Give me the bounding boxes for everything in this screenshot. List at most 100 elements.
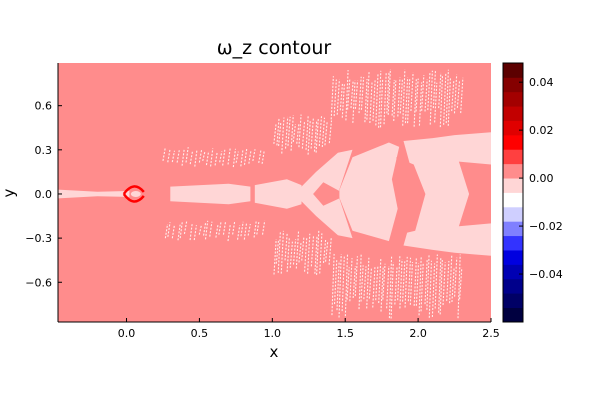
- streak-line: [431, 263, 436, 317]
- x-tick-label: 1.0: [264, 327, 282, 340]
- streak-line: [352, 265, 356, 299]
- streak-line: [391, 79, 395, 116]
- streak-line: [280, 230, 284, 274]
- streak-line: [292, 239, 297, 265]
- colorbar-tick-label: −0.02: [529, 220, 563, 233]
- streak-band-top: [273, 114, 333, 155]
- streak-line: [171, 150, 176, 163]
- streak-line: [298, 241, 302, 263]
- y-tick-label: 0.3: [35, 144, 53, 157]
- streak-line: [453, 74, 458, 114]
- contour-region-wake-inner-core-3: [458, 161, 491, 227]
- contour-region-wake-inner-core-1: [313, 182, 340, 206]
- x-tick-label: 1.5: [336, 327, 354, 340]
- streak-line: [287, 116, 291, 146]
- streak-line: [390, 262, 394, 319]
- streak-line: [382, 263, 386, 300]
- streak-line: [404, 256, 408, 308]
- streak-line: [304, 237, 308, 272]
- streak-line: [399, 79, 403, 114]
- streak-line: [307, 120, 311, 155]
- streak-line: [232, 148, 237, 168]
- streak-line: [185, 147, 189, 163]
- streak-line: [438, 257, 442, 313]
- streak-line: [350, 80, 354, 109]
- colorbar-level: [503, 278, 523, 294]
- colorbar-tick-label: −0.04: [529, 268, 563, 281]
- colorbar-tick-label: 0.00: [529, 172, 554, 185]
- streak-line: [189, 151, 193, 165]
- streak-line: [278, 122, 282, 146]
- streak-line: [177, 224, 181, 241]
- streak-line: [397, 256, 401, 301]
- streak-line: [446, 260, 450, 301]
- streak-line: [275, 240, 280, 264]
- streak-line: [194, 149, 198, 167]
- streak-line: [413, 258, 417, 306]
- streak-line: [434, 82, 438, 123]
- streak-line: [364, 78, 368, 123]
- streak-line: [378, 70, 382, 128]
- streak-line: [322, 239, 327, 263]
- streak-line: [243, 223, 248, 240]
- streak-line: [243, 148, 248, 165]
- x-tick-label: 0.0: [118, 327, 136, 340]
- streak-line: [338, 254, 342, 318]
- streak-line: [451, 79, 455, 112]
- streak-line: [179, 221, 183, 239]
- streak-line: [328, 237, 332, 265]
- streak-line: [209, 221, 213, 237]
- streak-line: [210, 148, 214, 167]
- streak-line: [449, 254, 453, 304]
- streak-band-top: [162, 147, 265, 168]
- streak-line: [256, 221, 260, 235]
- streak-line: [258, 150, 262, 163]
- streak-line: [421, 75, 425, 111]
- streak-line: [454, 257, 458, 297]
- streak-line: [171, 224, 176, 239]
- streak-line: [222, 220, 227, 235]
- colorbar-level: [503, 91, 523, 107]
- streak-line: [301, 121, 306, 149]
- streak-line: [261, 150, 265, 164]
- streak-line: [281, 117, 285, 154]
- streak-line: [413, 79, 417, 127]
- streak-line: [315, 118, 319, 153]
- contour-region-wake-strip-1: [58, 189, 130, 199]
- streak-line: [232, 220, 236, 235]
- colorbar-level: [503, 134, 523, 150]
- streak-line: [202, 151, 206, 162]
- streak-line: [286, 238, 290, 272]
- cylinder-core-vortex: [122, 185, 145, 203]
- streak-line: [276, 117, 280, 146]
- streak-line: [310, 236, 315, 267]
- streak-line: [447, 78, 451, 126]
- colorbar-level: [503, 163, 523, 179]
- streak-line: [301, 236, 305, 261]
- colorbar-level: [503, 250, 523, 265]
- streak-line: [375, 265, 379, 301]
- streak-line: [399, 259, 403, 309]
- streak-line: [424, 79, 428, 112]
- plot-axes: 0.0 0.5 1.0 1.5 2.0 2.5 −0.6 −0.3 0.0 0.3 0.6: [25, 63, 500, 340]
- streak-line: [313, 121, 318, 152]
- streak-line: [460, 77, 464, 114]
- streak-line: [428, 260, 433, 318]
- streak-line: [375, 73, 379, 126]
- colorbar-level: [503, 120, 523, 136]
- streak-line: [227, 147, 231, 165]
- streak-line: [352, 80, 356, 123]
- streak-line: [292, 123, 297, 143]
- streak-line: [345, 70, 349, 121]
- colorbar-level: [503, 63, 523, 78]
- streak-line: [432, 69, 437, 109]
- colorbar-level: [503, 192, 523, 208]
- streak-band-bottom: [331, 253, 463, 319]
- streak-line: [426, 254, 430, 310]
- streak-line: [237, 225, 241, 240]
- streak-line: [324, 122, 328, 146]
- y-tick-label: 0.0: [35, 188, 53, 201]
- streak-line: [346, 267, 350, 300]
- streak-line: [273, 239, 277, 275]
- contour-plot-area: [58, 63, 491, 322]
